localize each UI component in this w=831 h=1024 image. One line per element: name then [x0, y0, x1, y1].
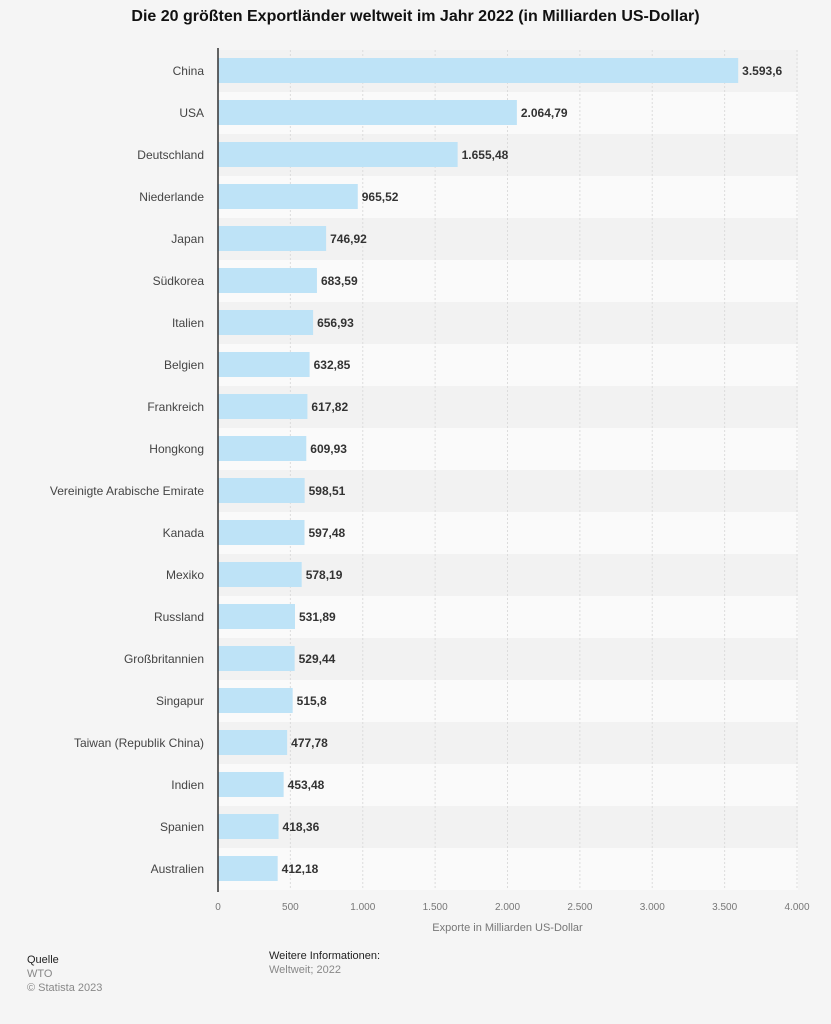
- bar: [218, 478, 305, 503]
- bar: [218, 604, 295, 629]
- bar-chart: 0 500 1.000 1.500 2.000 2.500 3.000 3.500 4.000 C…: [50, 48, 810, 934]
- data-label: 531,89: [299, 610, 336, 624]
- bar: [218, 520, 305, 545]
- data-label: 632,85: [314, 358, 351, 372]
- bar: [218, 226, 327, 251]
- bar: [218, 310, 314, 335]
- data-label: 746,92: [330, 232, 367, 246]
- category-label: USA: [179, 106, 204, 120]
- bar: [218, 730, 288, 755]
- x-tick-label: 500: [282, 902, 299, 913]
- category-label: Frankreich: [147, 400, 204, 414]
- data-label: 529,44: [299, 652, 336, 666]
- bar: [218, 394, 308, 419]
- data-label: 453,48: [288, 778, 325, 792]
- data-label: 656,93: [317, 316, 354, 330]
- info-text: Weltweit; 2022: [269, 964, 341, 976]
- category-label: Italien: [172, 316, 204, 330]
- data-label: 609,93: [310, 442, 347, 456]
- data-label: 2.064,79: [521, 106, 568, 120]
- x-tick-label: 2.000: [495, 902, 520, 913]
- category-label: Deutschland: [137, 148, 204, 162]
- info-heading: Weitere Informationen:: [269, 950, 381, 962]
- category-label: Mexiko: [166, 568, 204, 582]
- category-label: Russland: [154, 610, 204, 624]
- data-label: 617,82: [311, 400, 348, 414]
- category-label: Japan: [171, 232, 204, 246]
- bar: [218, 58, 739, 83]
- x-tick-label: 1.500: [423, 902, 448, 913]
- data-label: 683,59: [321, 274, 358, 288]
- data-label: 477,78: [291, 736, 328, 750]
- data-label: 965,52: [362, 190, 399, 204]
- data-label: 515,8: [297, 694, 327, 708]
- category-label: Niederlande: [139, 190, 204, 204]
- x-tick-label: 4.000: [784, 902, 809, 913]
- x-tick-label: 0: [215, 902, 221, 913]
- data-label: 1.655,48: [462, 148, 509, 162]
- copyright: © Statista 2023: [27, 982, 103, 994]
- category-label: China: [173, 64, 205, 78]
- bar: [218, 184, 358, 209]
- category-label: Belgien: [164, 358, 204, 372]
- data-label: 412,18: [282, 862, 319, 876]
- category-label: Singapur: [156, 694, 204, 708]
- x-tick-label: 1.000: [350, 902, 375, 913]
- chart-title: Die 20 größten Exportländer weltweit im …: [131, 8, 700, 25]
- category-label: Australien: [151, 862, 204, 876]
- category-label: Hongkong: [149, 442, 204, 456]
- bar: [218, 646, 295, 671]
- source-link[interactable]: WTO: [27, 968, 53, 980]
- bar: [218, 268, 317, 293]
- data-label: 598,51: [309, 484, 346, 498]
- data-label: 418,36: [283, 820, 320, 834]
- category-label: Großbritannien: [124, 652, 204, 666]
- bar: [218, 772, 284, 797]
- bar: [218, 142, 458, 167]
- x-tick-label: 3.000: [640, 902, 665, 913]
- category-label: Indien: [171, 778, 204, 792]
- x-tick-label: 3.500: [712, 902, 737, 913]
- source-heading: Quelle: [27, 954, 59, 966]
- bar: [218, 436, 307, 461]
- category-label: Spanien: [160, 820, 204, 834]
- data-label: 578,19: [306, 568, 343, 582]
- x-tick-label: 2.500: [567, 902, 592, 913]
- bar: [218, 856, 278, 881]
- bar: [218, 100, 517, 125]
- data-label: 3.593,6: [742, 64, 782, 78]
- bar: [218, 352, 310, 377]
- x-axis-title: Exporte in Milliarden US-Dollar: [432, 922, 583, 934]
- bar: [218, 562, 302, 587]
- bar: [218, 688, 293, 713]
- category-label: Vereinigte Arabische Emirate: [50, 484, 204, 498]
- category-label: Kanada: [163, 526, 205, 540]
- category-label: Südkorea: [153, 274, 205, 288]
- data-label: 597,48: [308, 526, 345, 540]
- bar: [218, 814, 279, 839]
- category-label: Taiwan (Republik China): [74, 736, 204, 750]
